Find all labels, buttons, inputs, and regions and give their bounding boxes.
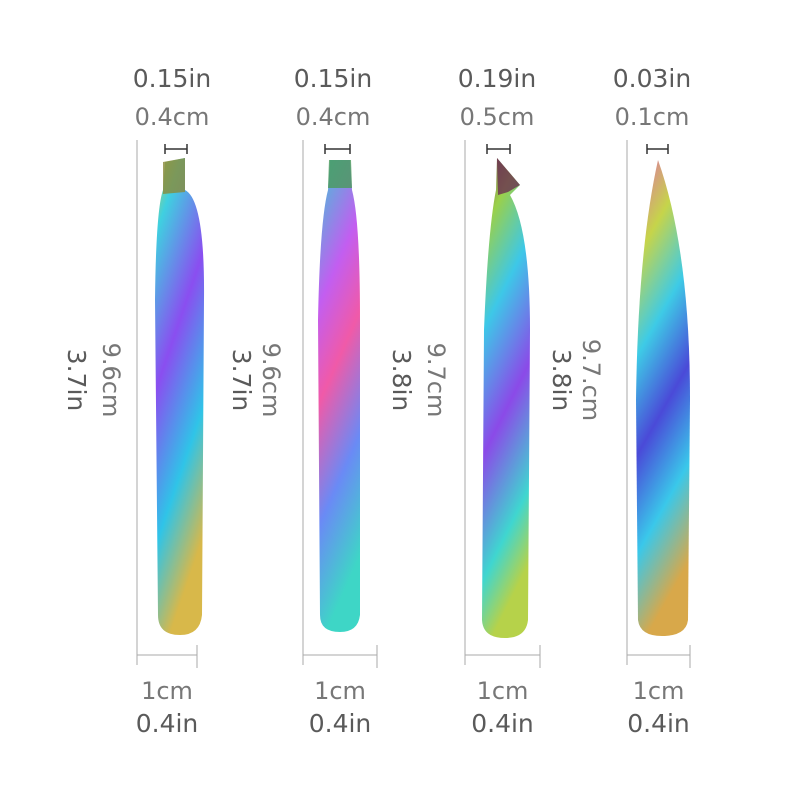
width-in: 0.4in (309, 709, 372, 738)
width-line (303, 645, 378, 668)
tweezers-group: 0.15in0.4cm9.6cm3.7in1cm0.4in0.15in0.4cm… (62, 64, 691, 738)
tip-width-in: 0.03in (613, 64, 691, 93)
tip-width-cm: 0.5cm (460, 103, 535, 131)
length-cm: 9.6cm (97, 343, 125, 418)
tip-width-in: 0.15in (133, 64, 211, 93)
tweezer (318, 160, 360, 632)
tweezer-tip (328, 160, 352, 188)
tip-width-cm: 0.4cm (135, 103, 210, 131)
width-in: 0.4in (627, 709, 690, 738)
tip-dimension (646, 144, 669, 154)
tip-dimension (164, 144, 188, 154)
length-in: 3.7in (62, 349, 91, 412)
tip-width-in: 0.19in (458, 64, 536, 93)
width-line (465, 645, 541, 668)
length-cm: 9.6cm (257, 343, 285, 418)
width-cm: 1cm (314, 677, 366, 705)
tip-width-in: 0.15in (294, 64, 372, 93)
width-line (627, 645, 691, 668)
width-cm: 1cm (141, 677, 193, 705)
tweezer (155, 158, 205, 635)
tip-dimension (486, 144, 511, 154)
length-cm: 9.7cm (422, 343, 450, 418)
width-in: 0.4in (136, 709, 199, 738)
length-in: 3.8in (547, 349, 576, 412)
tip-dimension (324, 144, 351, 154)
tweezer (636, 160, 690, 636)
tweezer (482, 158, 530, 638)
tip-width-cm: 0.1cm (615, 103, 690, 131)
width-cm: 1cm (633, 677, 685, 705)
length-cm: 9.7.cm (577, 339, 605, 421)
length-in: 3.8in (387, 349, 416, 412)
tweezer-tip (497, 158, 520, 195)
width-in: 0.4in (471, 709, 534, 738)
tip-width-cm: 0.4cm (296, 103, 371, 131)
width-line (137, 645, 198, 668)
width-cm: 1cm (477, 677, 529, 705)
tweezer-tip (163, 158, 185, 194)
length-in: 3.7in (227, 349, 256, 412)
